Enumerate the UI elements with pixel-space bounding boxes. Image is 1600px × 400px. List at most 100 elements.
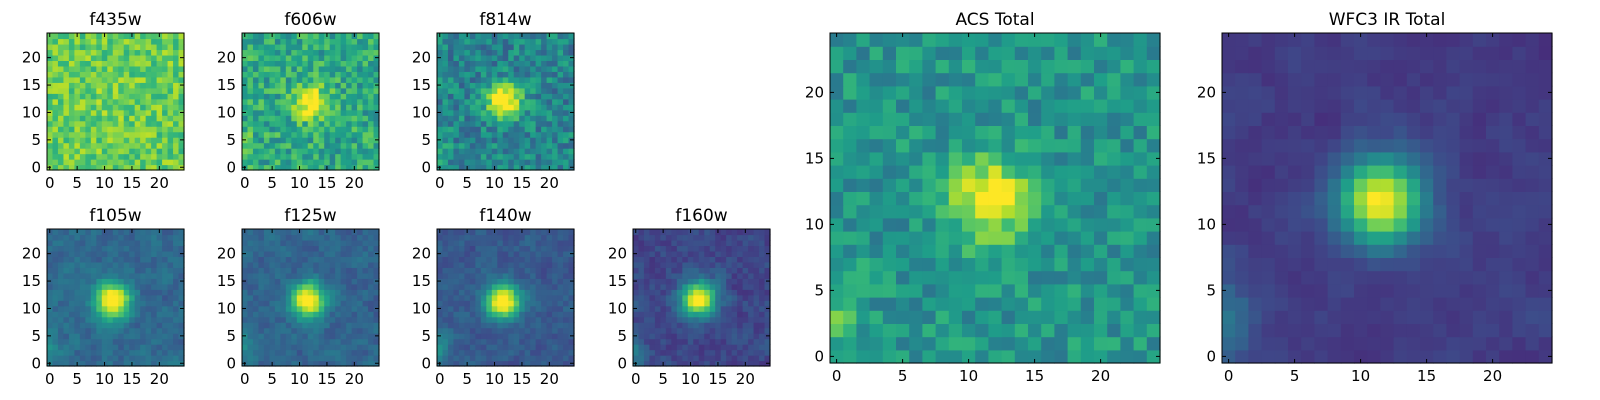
heatmap-cell <box>167 49 174 56</box>
heatmap-cell <box>368 272 375 279</box>
heatmap-cell <box>247 159 254 166</box>
heatmap-cell <box>742 250 749 257</box>
heatmap-cell <box>486 142 493 149</box>
heatmap-cell <box>313 256 320 263</box>
heatmap-cell <box>962 178 976 192</box>
heatmap-cell <box>90 344 97 351</box>
heatmap-cell <box>178 311 185 318</box>
heatmap-cell <box>302 349 309 356</box>
heatmap-cell <box>274 115 281 122</box>
heatmap-cell <box>296 65 303 72</box>
heatmap-cell <box>258 43 265 51</box>
heatmap-cell <box>513 153 520 160</box>
heatmap-cell <box>480 267 487 274</box>
heatmap-cell <box>442 349 449 356</box>
heatmap-cell <box>324 349 331 356</box>
heatmap-cell <box>307 300 314 307</box>
heatmap-cell <box>497 272 504 279</box>
heatmap-cell <box>469 38 476 45</box>
heatmap-cell <box>68 311 75 318</box>
heatmap-cell <box>475 76 482 83</box>
heatmap-cell <box>654 311 661 318</box>
heatmap-cell <box>368 137 375 144</box>
heatmap-cell <box>447 137 455 144</box>
heatmap-cell <box>469 333 476 340</box>
heatmap-cell <box>242 267 249 274</box>
heatmap-cell <box>508 115 515 122</box>
heatmap-cell <box>162 60 169 67</box>
heatmap-cell <box>682 229 689 236</box>
heatmap-cell <box>687 289 694 296</box>
heatmap-cell <box>63 93 70 100</box>
heatmap-cell <box>162 300 169 307</box>
heatmap-cell <box>486 272 493 279</box>
heatmap-cell <box>52 239 59 247</box>
heatmap-cell <box>896 217 910 232</box>
heatmap-cell <box>563 300 570 307</box>
heatmap-cell <box>118 349 125 356</box>
heatmap-cell <box>742 283 749 290</box>
heatmap-cell <box>909 283 923 298</box>
heatmap-cell <box>568 148 575 155</box>
heatmap-cell <box>346 327 353 334</box>
heatmap-cell <box>63 327 70 334</box>
heatmap-cell <box>1107 310 1121 324</box>
heatmap-cell <box>280 142 287 149</box>
heatmap-cell <box>368 76 375 83</box>
heatmap-cell <box>178 104 185 111</box>
heatmap-cell <box>285 316 292 323</box>
heatmap-cell <box>145 283 152 290</box>
heatmap-cell <box>1041 283 1055 298</box>
heatmap-cell <box>557 159 564 166</box>
heatmap-cell <box>737 305 744 312</box>
heatmap-cell <box>129 115 136 122</box>
heatmap-cell <box>563 272 570 279</box>
heatmap-cell <box>869 349 884 364</box>
heatmap-cell <box>156 98 163 105</box>
heatmap-cell <box>129 126 136 133</box>
heatmap-cell <box>486 153 493 160</box>
heatmap-cell <box>340 104 347 111</box>
heatmap-cell <box>90 60 97 67</box>
heatmap-cell <box>464 38 471 45</box>
heatmap-cell <box>313 71 320 78</box>
heatmap-cell <box>57 333 65 340</box>
heatmap-cell <box>263 229 270 236</box>
heatmap-cell <box>63 159 70 166</box>
heatmap-cell <box>759 261 766 268</box>
heatmap-cell <box>252 137 260 144</box>
heatmap-cell <box>709 333 716 340</box>
heatmap-cell <box>1067 297 1082 311</box>
heatmap-cell <box>173 164 180 171</box>
heatmap-cell <box>269 294 276 301</box>
heatmap-cell <box>291 33 298 40</box>
heatmap-cell <box>357 120 364 127</box>
heatmap-cell <box>519 322 526 329</box>
heatmap-cell <box>464 305 471 312</box>
heatmap-cell <box>1001 151 1016 166</box>
heatmap-cell <box>469 153 476 160</box>
heatmap-cell <box>524 327 531 334</box>
heatmap-cell <box>285 289 292 296</box>
heatmap-cell <box>563 54 570 61</box>
heatmap-cell <box>638 278 645 285</box>
heatmap-cell <box>269 65 276 72</box>
heatmap-cell <box>508 267 515 274</box>
heatmap-cell <box>307 267 314 274</box>
heatmap-cell <box>486 239 493 247</box>
heatmap-cell <box>962 349 976 364</box>
heatmap-cell <box>101 234 108 241</box>
heatmap-cell <box>497 60 504 67</box>
heatmap-cell <box>324 148 331 155</box>
heatmap-cell <box>557 349 564 356</box>
heatmap-cell <box>252 278 260 285</box>
heatmap-cell <box>47 256 54 263</box>
heatmap-cell <box>546 115 553 122</box>
heatmap-cell <box>346 229 353 236</box>
axes-frame <box>46 32 185 171</box>
heatmap-cell <box>79 344 86 351</box>
heatmap-cell <box>469 93 476 100</box>
heatmap-cell <box>96 333 103 340</box>
heatmap-cell <box>134 164 141 171</box>
panel-title: f160w <box>675 206 727 226</box>
